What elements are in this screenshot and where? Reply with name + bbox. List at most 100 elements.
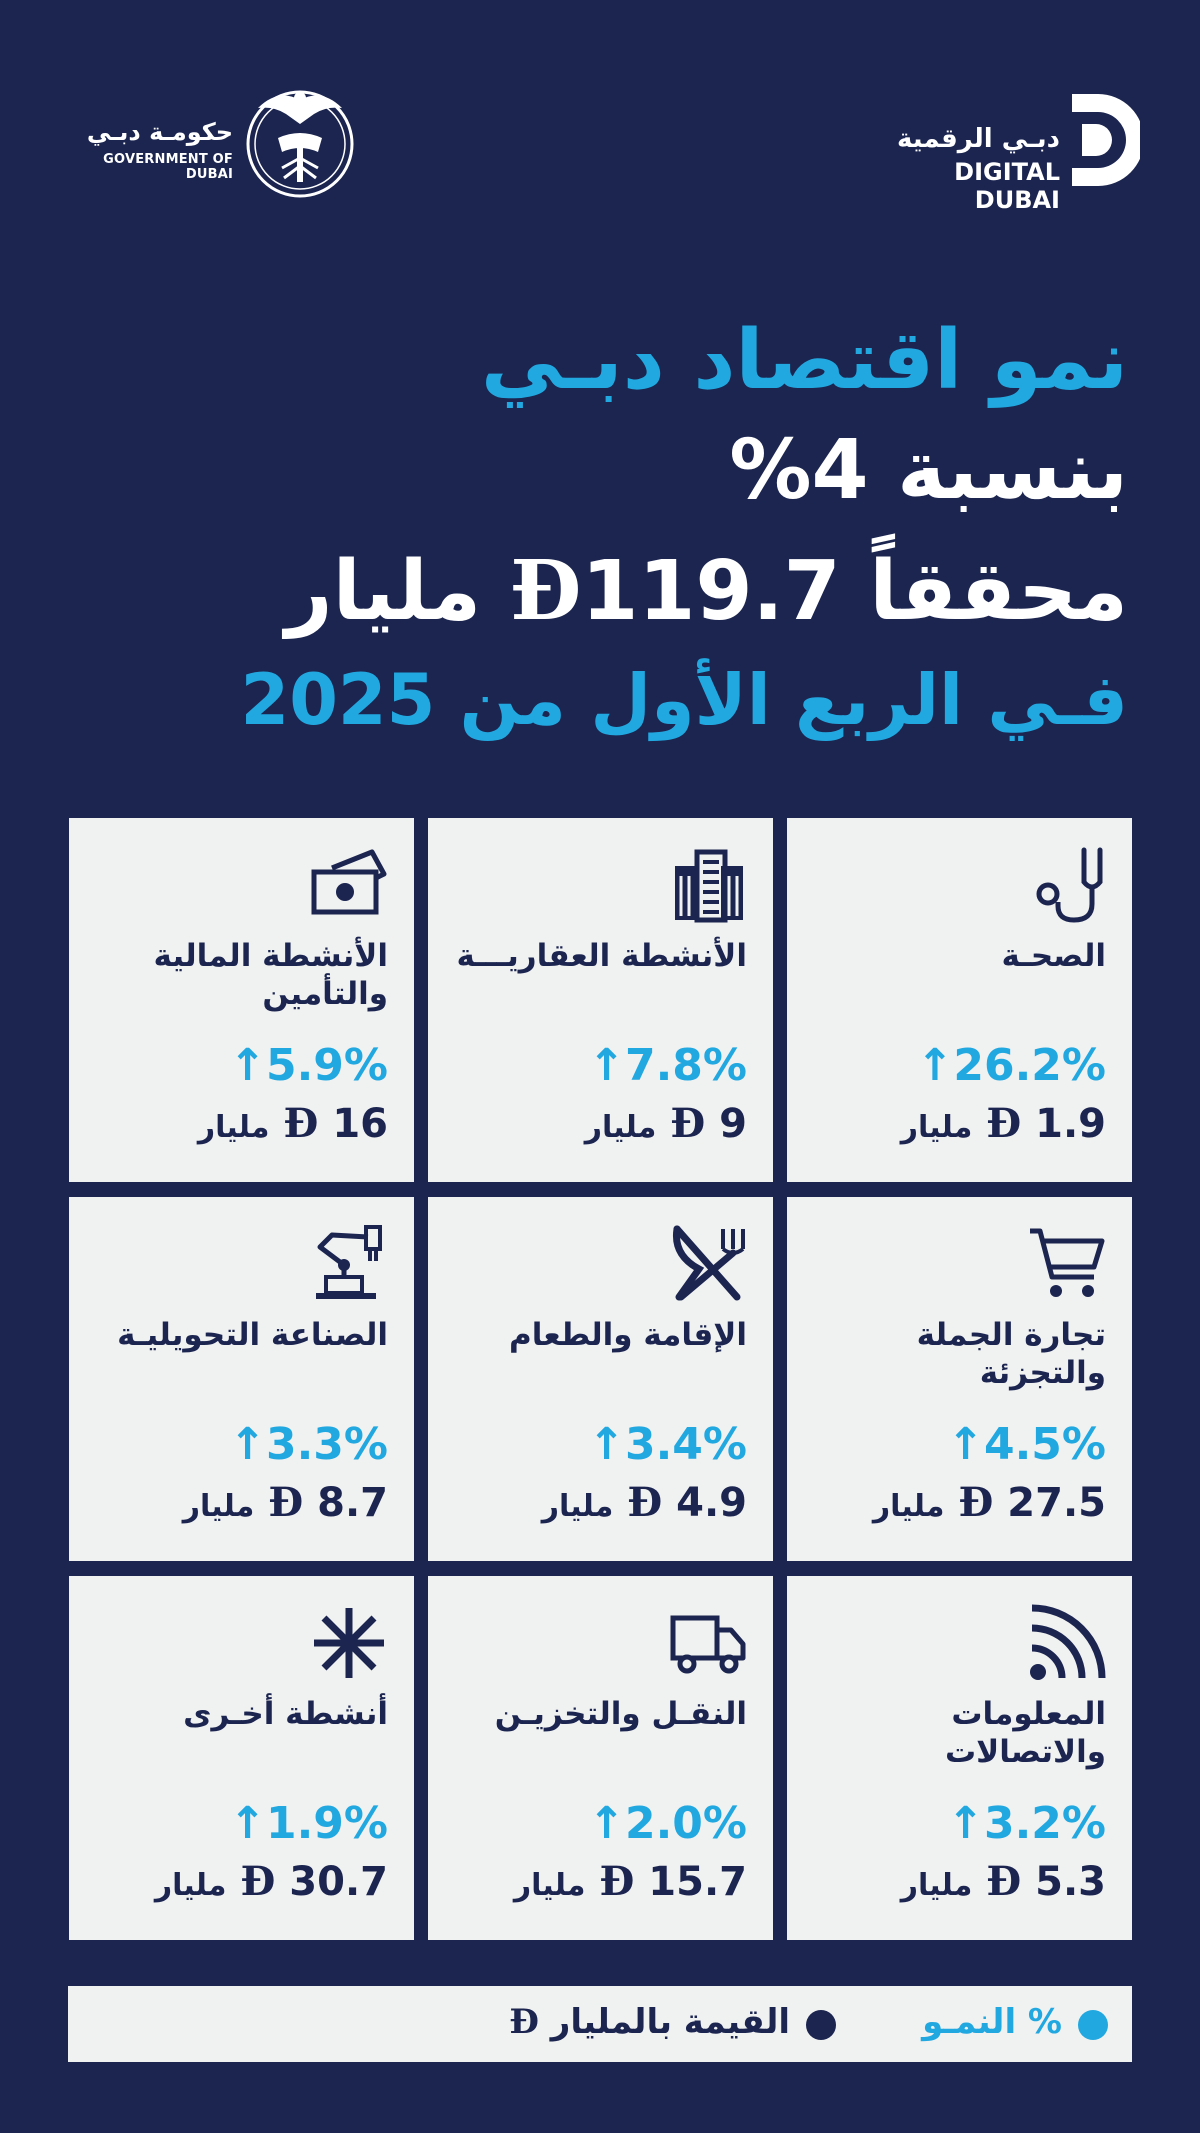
value-number: 1.9	[1035, 1101, 1106, 1147]
sector-card-transport: النقـل والتخزيـن ↑2.0% 15.7 Đ مليار	[428, 1576, 773, 1940]
headline-line-1: نمو اقتصاد دبـي	[480, 313, 1128, 408]
sector-growth: ↑5.9%	[88, 1040, 388, 1091]
gov-logo-arabic: حكومـة دبـي	[86, 118, 233, 146]
sector-title: الإقامة والطعام	[508, 1317, 747, 1353]
value-number: 8.7	[317, 1480, 388, 1526]
growth-value: ↑4.5%	[947, 1419, 1106, 1470]
sector-growth: ↑2.0%	[447, 1798, 747, 1849]
value-unit: مليار	[584, 1110, 657, 1145]
value-unit: مليار	[513, 1868, 586, 1903]
sector-title: الأنشطة العقاريـــة	[456, 938, 747, 974]
fork-knife-icon	[672, 1225, 745, 1301]
sector-value: 1.9 Đ مليار	[796, 1100, 1106, 1147]
sector-value: 4.9 Đ مليار	[437, 1479, 747, 1526]
dd-logo-arabic: دبـي الرقمية	[896, 124, 1060, 154]
sector-card-real-estate: الأنشطة العقاريـــة ↑7.8% 9 Đ مليار	[428, 818, 773, 1182]
value-unit: مليار	[541, 1489, 614, 1524]
growth-value: ↑3.4%	[588, 1419, 747, 1470]
digital-dubai-logo: دبـي الرقمية DIGITAL DUBAI	[870, 90, 1140, 214]
value-unit: مليار	[900, 1110, 973, 1145]
headline-line-4: فـي الربع الأول من 2025	[240, 659, 1128, 741]
dirham-symbol: Đ	[670, 1100, 706, 1147]
value-number: 30.7	[289, 1859, 388, 1905]
sector-title: أنشطة أخـرى	[183, 1696, 388, 1732]
dirham-symbol: Đ	[240, 1858, 276, 1905]
sector-value: 9 Đ مليار	[437, 1100, 747, 1147]
headline-unit: مليار	[285, 544, 482, 639]
growth-value: ↑5.9%	[229, 1040, 388, 1091]
headline-achieved-word: محققاً	[869, 544, 1128, 639]
sector-title: الصحـة	[1001, 938, 1106, 974]
legend-growth-dot	[1078, 2010, 1108, 2040]
legend: % النمـو القيمة بالمليار Đ	[68, 1986, 1132, 2062]
gov-logo-english: GOVERNMENT OF DUBAI	[103, 152, 233, 182]
sector-card-accommodation: الإقامة والطعام ↑3.4% 4.9 Đ مليار	[428, 1197, 773, 1561]
headline-total-value: 119.7Đ	[510, 544, 841, 639]
dirham-symbol: Đ	[268, 1479, 304, 1526]
sector-card-trade: تجارة الجملة والتجزئة ↑4.5% 27.5 Đ مليار	[787, 1197, 1132, 1561]
dirham-symbol: Đ	[986, 1100, 1022, 1147]
headline-total-number: 119.7	[581, 544, 841, 639]
sector-card-manufacturing: الصناعة التحويليـة ↑3.3% 8.7 Đ مليار	[69, 1197, 414, 1561]
robot-arm-icon	[316, 1225, 382, 1299]
value-unit: مليار	[872, 1489, 945, 1524]
asterisk-icon	[314, 1608, 384, 1678]
dirham-symbol: Đ	[986, 1858, 1022, 1905]
sector-title: النقـل والتخزيـن	[494, 1696, 747, 1732]
growth-value: ↑3.2%	[947, 1798, 1106, 1849]
building-icon	[675, 849, 743, 923]
sector-value: 5.3 Đ مليار	[796, 1858, 1106, 1905]
dubai-emblem-icon	[246, 90, 354, 198]
value-number: 5.3	[1035, 1859, 1106, 1905]
value-unit: مليار	[182, 1489, 255, 1524]
sector-value: 30.7 Đ مليار	[78, 1858, 388, 1905]
headline: نمو اقتصاد دبـي بنسبة 4% محققاً 119.7Đ م…	[78, 320, 1128, 765]
digital-dubai-mark-icon	[1072, 94, 1140, 186]
legend-value-label: القيمة بالمليار Đ	[509, 2002, 790, 2042]
dirham-symbol: Đ	[958, 1479, 994, 1526]
sector-card-other: أنشطة أخـرى ↑1.9% 30.7 Đ مليار	[69, 1576, 414, 1940]
value-unit: مليار	[900, 1868, 973, 1903]
stethoscope-icon	[1036, 847, 1103, 923]
value-number: 15.7	[648, 1859, 747, 1905]
sector-growth: ↑3.2%	[806, 1798, 1106, 1849]
growth-value: ↑26.2%	[916, 1040, 1106, 1091]
sector-value: 15.7 Đ مليار	[437, 1858, 747, 1905]
growth-value: ↑3.3%	[229, 1419, 388, 1470]
government-of-dubai-logo: حكومـة دبـي GOVERNMENT OF DUBAI	[58, 78, 363, 208]
dirham-symbol: Đ	[627, 1479, 663, 1526]
dirham-symbol: Đ	[599, 1858, 635, 1905]
value-number: 16	[332, 1101, 388, 1147]
dirham-symbol: Đ	[283, 1100, 319, 1147]
sector-growth: ↑3.3%	[88, 1419, 388, 1470]
value-number: 4.9	[676, 1480, 747, 1526]
legend-value-text: القيمة بالمليار	[550, 2002, 790, 2042]
sector-growth: ↑4.5%	[806, 1419, 1106, 1470]
dirham-symbol: Đ	[509, 2002, 539, 2042]
sector-card-ict: المعلومات والاتصالات ↑3.2% 5.3 Đ مليار	[787, 1576, 1132, 1940]
dd-logo-english: DIGITAL DUBAI	[954, 158, 1060, 214]
growth-value: ↑2.0%	[588, 1798, 747, 1849]
growth-value: ↑1.9%	[229, 1798, 388, 1849]
sector-title: الصناعة التحويليـة	[117, 1317, 388, 1353]
sector-growth: ↑3.4%	[447, 1419, 747, 1470]
sector-value: 8.7 Đ مليار	[78, 1479, 388, 1526]
sector-card-finance: الأنشطة المالية والتأمين ↑5.9% 16 Đ مليا…	[69, 818, 414, 1182]
growth-value: ↑7.8%	[588, 1040, 747, 1091]
sector-growth: ↑26.2%	[806, 1040, 1106, 1091]
sector-title: الأنشطة المالية والتأمين	[153, 938, 388, 1012]
sector-growth: ↑1.9%	[88, 1798, 388, 1849]
value-number: 9	[719, 1101, 747, 1147]
cart-icon	[1030, 1228, 1105, 1297]
sector-title: المعلومات والاتصالات	[944, 1696, 1106, 1770]
sector-card-health: الصحـة ↑26.2% 1.9 Đ مليار	[787, 818, 1132, 1182]
value-number: 27.5	[1007, 1480, 1106, 1526]
sector-growth: ↑7.8%	[447, 1040, 747, 1091]
money-icon	[311, 849, 387, 915]
sector-title: تجارة الجملة والتجزئة	[916, 1317, 1106, 1391]
headline-line-3: محققاً 119.7Đ مليار	[78, 550, 1128, 665]
headline-line-2: بنسبة 4%	[729, 423, 1128, 518]
sector-value: 27.5 Đ مليار	[796, 1479, 1106, 1526]
legend-growth-label: % النمـو	[922, 2002, 1062, 2042]
value-unit: مليار	[154, 1868, 227, 1903]
